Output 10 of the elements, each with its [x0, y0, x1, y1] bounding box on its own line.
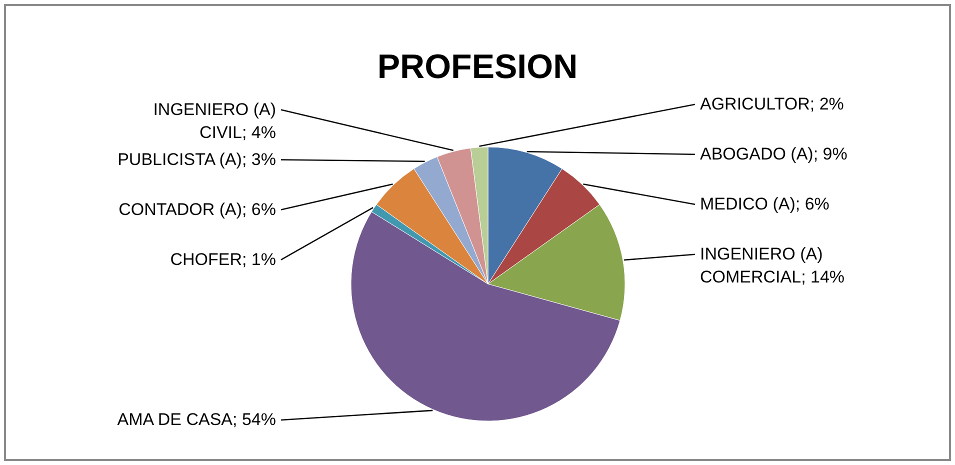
- slice-label: AMA DE CASA; 54%: [117, 410, 276, 429]
- slice-label: INGENIERO (A) CIVIL; 4%: [153, 100, 276, 142]
- slice-label: CHOFER; 1%: [170, 250, 276, 269]
- slice-label: PUBLICISTA (A); 3%: [118, 150, 276, 169]
- slice-label: CONTADOR (A); 6%: [118, 200, 276, 219]
- chart-title: PROFESION: [377, 48, 578, 86]
- slice-label: ABOGADO (A); 9%: [700, 144, 848, 164]
- slice-label: MEDICO (A); 6%: [700, 194, 830, 214]
- slice-label: AGRICULTOR; 2%: [700, 94, 844, 114]
- slice-label: INGENIERO (A) COMERCIAL; 14%: [700, 244, 845, 286]
